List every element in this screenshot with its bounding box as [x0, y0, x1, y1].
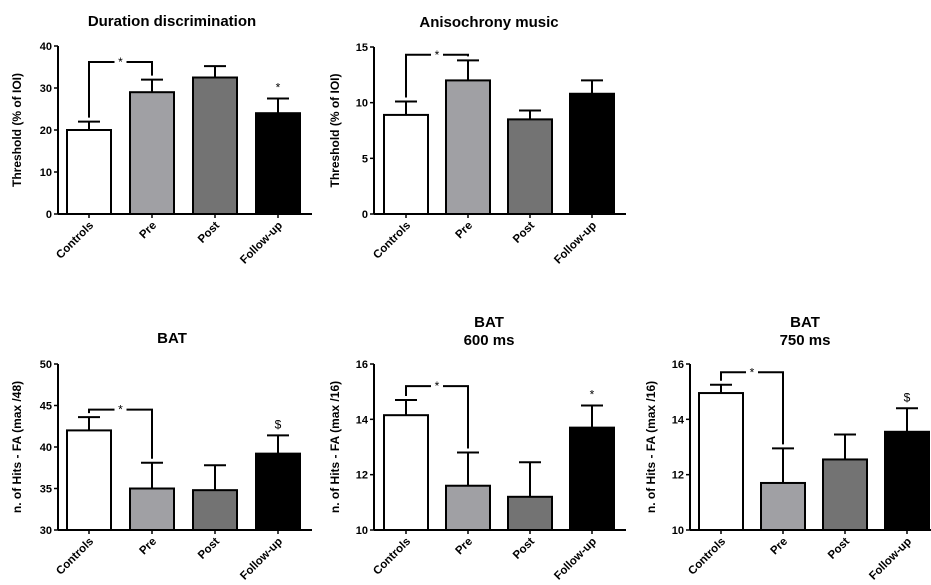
significance-mark: * [276, 81, 281, 95]
y-tick-label: 35 [40, 484, 52, 496]
bar-controls [66, 129, 112, 215]
x-tick-label: Controls [54, 220, 96, 262]
x-tick-label: Follow-up [867, 536, 914, 583]
x-tick-label: Follow-up [238, 536, 285, 583]
y-tick-label: 10 [672, 525, 684, 537]
y-tick-label: 50 [40, 359, 52, 371]
bar-post [192, 489, 238, 532]
y-tick-label: 40 [40, 41, 52, 53]
chart-panel-3: BAT n. of Hits - FA (max /48) 30 35 40 45 50 Co… [10, 330, 312, 583]
x-tick-label: Pre [138, 536, 160, 558]
y-tick-label: 12 [356, 470, 368, 482]
chart-title: BAT [474, 314, 504, 331]
significance-bracket [443, 385, 469, 449]
bar-post [507, 118, 553, 215]
significance-bracket [88, 408, 115, 414]
significance-mark: $ [904, 390, 911, 404]
x-tick-label: Post [511, 220, 537, 246]
significance-label: * [118, 55, 123, 69]
bar-pre [445, 484, 491, 532]
y-tick-label: 5 [362, 153, 368, 165]
bar-follow-up [255, 112, 301, 215]
significance-bracket [405, 385, 431, 396]
significance-bracket [758, 371, 784, 445]
bar-post [507, 495, 553, 531]
x-tick-label: Controls [686, 536, 728, 578]
bar-pre [129, 487, 175, 531]
bar-pre [129, 91, 175, 215]
x-tick-label: Controls [54, 536, 96, 578]
y-tick-label: 0 [362, 209, 368, 221]
y-tick-label: 30 [40, 83, 52, 95]
x-tick-label: Follow-up [552, 536, 599, 583]
x-tick-label: Post [511, 536, 537, 562]
y-tick-label: 40 [40, 442, 52, 454]
x-tick-label: Follow-up [238, 220, 285, 267]
y-tick-label: 15 [356, 42, 368, 54]
significance-mark: $ [275, 417, 282, 431]
bar-controls [383, 113, 429, 215]
significance-label: * [435, 379, 440, 393]
bar-post [192, 76, 238, 215]
significance-bracket [88, 60, 115, 118]
significance-bracket [405, 53, 431, 98]
y-axis-label: Threshold (% of IOI) [10, 73, 24, 187]
significance-mark: * [590, 388, 595, 402]
y-tick-label: 12 [672, 470, 684, 482]
y-tick-label: 30 [40, 525, 52, 537]
chart-title: 600 ms [464, 332, 515, 349]
x-tick-label: Pre [454, 536, 476, 558]
y-tick-label: 0 [46, 209, 52, 221]
x-tick-label: Follow-up [552, 220, 599, 267]
y-axis-label: Threshold (% of IOI) [328, 74, 342, 188]
bar-pre [445, 79, 491, 216]
y-axis-label: n. of Hits - FA (max /16) [328, 381, 342, 513]
x-tick-label: Controls [371, 220, 413, 262]
chart-title: Anisochrony music [419, 14, 558, 31]
bar-follow-up [569, 426, 615, 531]
significance-bracket [126, 60, 153, 76]
x-tick-label: Controls [371, 536, 413, 578]
significance-bracket [443, 53, 469, 57]
significance-label: * [118, 403, 123, 417]
chart-title: 750 ms [780, 332, 831, 349]
significance-bracket [720, 371, 746, 381]
bar-controls [698, 392, 744, 531]
chart-panel-2: Anisochrony music Threshold (% of IOI) 0 5 1… [328, 14, 626, 267]
chart-title: BAT [790, 314, 820, 331]
y-tick-label: 16 [672, 359, 684, 371]
bar-controls [383, 414, 429, 531]
y-tick-label: 14 [672, 414, 685, 426]
y-tick-label: 10 [356, 98, 368, 110]
y-tick-label: 14 [356, 414, 369, 426]
y-axis-label: n. of Hits - FA (max /16) [644, 381, 658, 513]
y-axis-label: n. of Hits - FA (max /48) [10, 381, 24, 513]
x-tick-label: Pre [454, 220, 476, 242]
x-tick-label: Pre [769, 536, 791, 558]
y-tick-label: 20 [40, 125, 52, 137]
significance-label: * [435, 48, 440, 62]
x-tick-label: Pre [138, 220, 160, 242]
chart-panel-1: Duration discrimination Threshold (% of I… [10, 13, 312, 267]
y-tick-label: 10 [356, 525, 368, 537]
y-tick-label: 10 [40, 167, 52, 179]
significance-label: * [750, 365, 755, 379]
x-tick-label: Post [196, 220, 222, 246]
chart-title: Duration discrimination [88, 13, 256, 30]
y-tick-label: 16 [356, 359, 368, 371]
x-tick-label: Post [826, 536, 852, 562]
bar-post [822, 458, 868, 532]
bar-follow-up [255, 452, 301, 532]
bar-pre [760, 481, 806, 532]
y-tick-label: 45 [40, 401, 52, 413]
significance-bracket [126, 408, 153, 459]
bar-follow-up [884, 430, 930, 531]
chart-title: BAT [157, 330, 187, 347]
bar-follow-up [569, 92, 615, 215]
x-tick-label: Post [196, 536, 222, 562]
bar-controls [66, 429, 112, 531]
